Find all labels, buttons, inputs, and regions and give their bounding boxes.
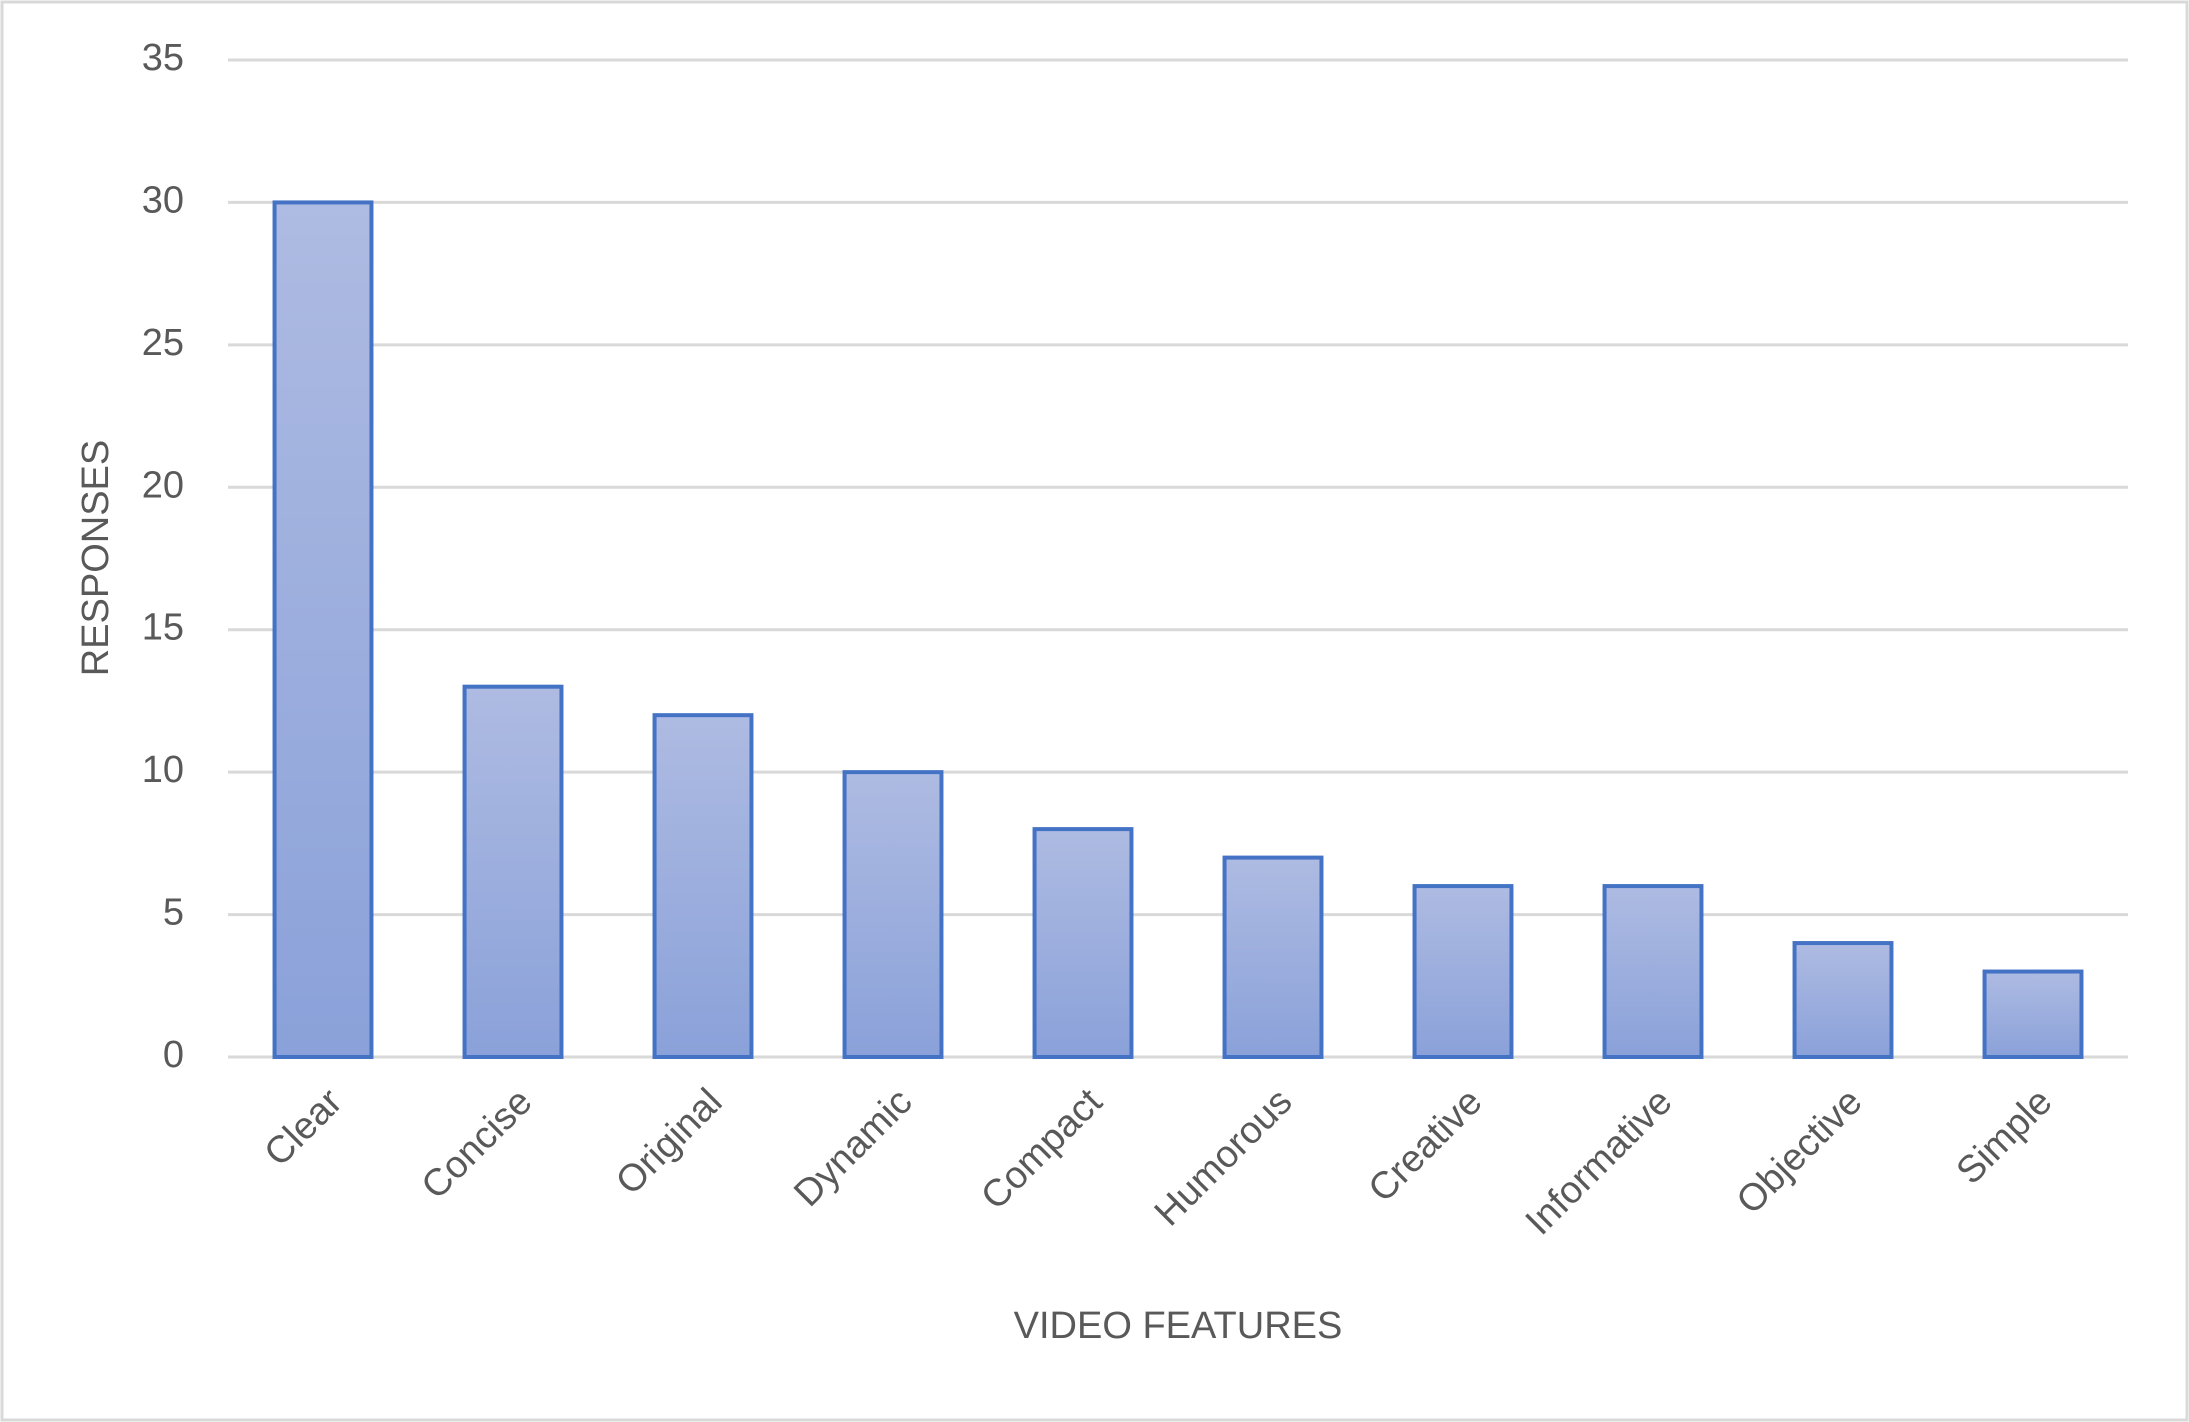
y-axis-label: RESPONSES: [75, 440, 117, 677]
y-tick-label: 35: [142, 37, 184, 79]
bar: [842, 770, 944, 1060]
y-tick-label: 20: [142, 464, 184, 506]
bar: [1982, 969, 2084, 1059]
bar: [1412, 884, 1514, 1059]
bar: [272, 200, 374, 1059]
y-tick-label: 5: [163, 892, 184, 934]
y-tick-label: 15: [142, 607, 184, 649]
bar: [1792, 941, 1894, 1059]
y-tick-label: 30: [142, 179, 184, 221]
bar: [652, 713, 754, 1060]
bar: [1602, 884, 1704, 1059]
y-tick-label: 10: [142, 749, 184, 791]
x-axis-label: VIDEO FEATURES: [1014, 1305, 1343, 1347]
bar: [1222, 855, 1324, 1059]
bar: [1032, 827, 1134, 1059]
bar: [462, 684, 564, 1060]
y-tick-label: 0: [163, 1034, 184, 1076]
y-tick-label: 25: [142, 322, 184, 364]
